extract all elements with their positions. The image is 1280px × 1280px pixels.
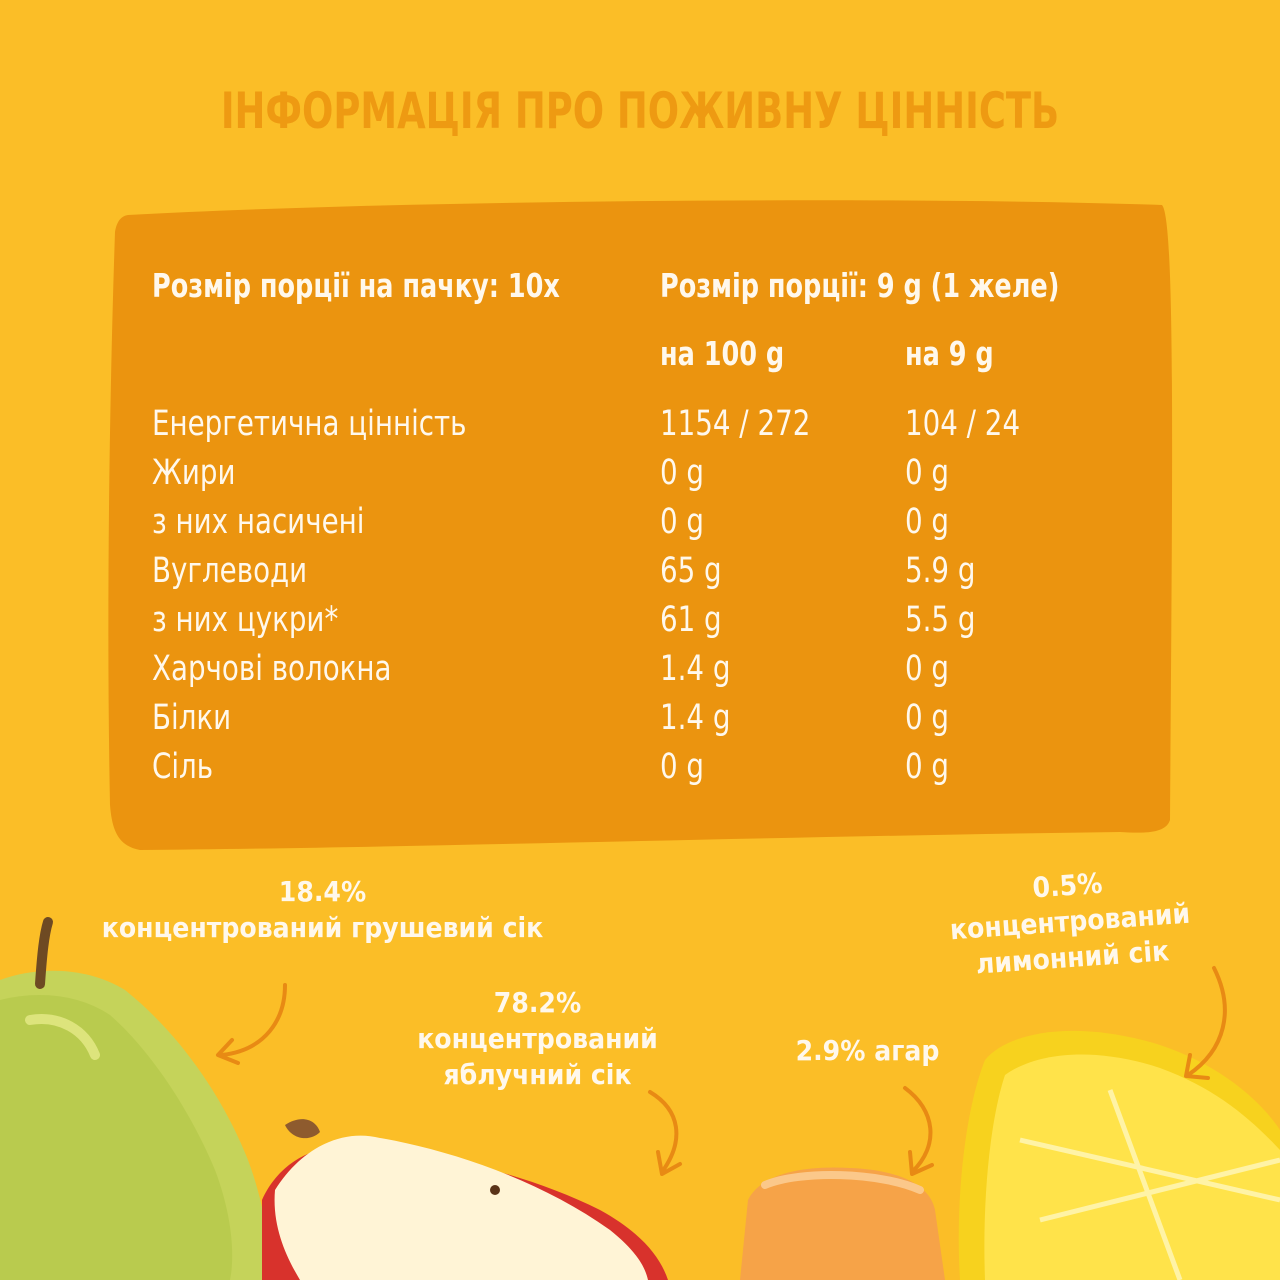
ingredient-percent: 18.4% xyxy=(278,875,367,908)
ingredient-name-line1: концентрований xyxy=(417,1022,658,1055)
nutrient-per-serving: 104 / 24 xyxy=(905,404,1021,444)
table-row: Сіль 0 g 0 g xyxy=(152,747,1152,796)
column-header-per-100g: на 100 g xyxy=(660,334,785,373)
column-header-per-serving: на 9 g xyxy=(905,334,994,373)
ingredient-agar-label: 2.9% агар xyxy=(785,1033,950,1069)
arrow-icon xyxy=(1184,1053,1210,1080)
arrow-icon xyxy=(216,1038,240,1065)
servings-per-pack: Розмір порції на пачку: 10x xyxy=(152,266,560,305)
nutrient-per-100g: 1.4 g xyxy=(660,698,731,738)
nutrient-name: Енергетична цінність xyxy=(152,404,467,444)
nutrient-name: Сіль xyxy=(152,747,214,787)
pear-icon xyxy=(0,917,267,1280)
nutrient-name: Білки xyxy=(152,698,232,738)
page-title: ІНФОРМАЦІЯ ПРО ПОЖИВНУ ЦІННІСТЬ xyxy=(220,82,1060,140)
nutrient-per-100g: 65 g xyxy=(660,551,722,591)
nutrient-name: з них цукри* xyxy=(152,600,339,640)
nutrient-per-100g: 1154 / 272 xyxy=(660,404,811,444)
nutrient-per-100g: 1.4 g xyxy=(660,649,731,689)
nutrient-per-serving: 0 g xyxy=(905,649,950,689)
ingredient-name: 2.9% агар xyxy=(795,1034,940,1067)
nutrient-per-serving: 0 g xyxy=(905,747,950,787)
arrow-icon xyxy=(903,1086,933,1174)
ingredient-percent: 78.2% xyxy=(493,986,582,1019)
nutrient-name: Харчові волокна xyxy=(152,649,392,689)
nutrient-name: з них насичені xyxy=(152,502,365,542)
nutrient-name: Жири xyxy=(152,453,236,493)
apple-icon xyxy=(262,1119,668,1280)
table-row: з них цукри* 61 g 5.5 g xyxy=(152,600,1152,649)
table-row: Жири 0 g 0 g xyxy=(152,453,1152,502)
nutrient-per-serving: 0 g xyxy=(905,453,950,493)
arrow-icon xyxy=(908,1150,934,1176)
arrow-icon xyxy=(656,1150,682,1176)
arrow-icon xyxy=(220,983,287,1057)
nutrient-per-serving: 5.5 g xyxy=(905,600,976,640)
ingredient-pear-label: 18.4% концентрований грушевий сік xyxy=(90,874,555,946)
table-row: Харчові волокна 1.4 g 0 g xyxy=(152,649,1152,698)
nutrient-per-serving: 0 g xyxy=(905,502,950,542)
nutrient-per-100g: 0 g xyxy=(660,502,705,542)
ingredient-name-line2: яблучний сік xyxy=(443,1058,632,1091)
nutrient-name: Вуглеводи xyxy=(152,551,308,591)
nutrient-per-100g: 0 g xyxy=(660,747,705,787)
nutrient-per-serving: 0 g xyxy=(905,698,950,738)
nutrient-per-100g: 61 g xyxy=(660,600,722,640)
lemon-icon xyxy=(958,1030,1280,1280)
arrow-icon xyxy=(1186,966,1227,1077)
ingredient-lemon-label: 0.5% концентрований лимонний сік xyxy=(937,859,1204,985)
table-row: Білки 1.4 g 0 g xyxy=(152,698,1152,747)
table-row: з них насичені 0 g 0 g xyxy=(152,502,1152,551)
arrow-icon xyxy=(648,1090,679,1174)
table-row: Вуглеводи 65 g 5.9 g xyxy=(152,551,1152,600)
table-row: Енергетична цінність 1154 / 272 104 / 24 xyxy=(152,404,1152,453)
jelly-icon xyxy=(740,1167,945,1280)
nutrient-per-serving: 5.9 g xyxy=(905,551,976,591)
nutrient-per-100g: 0 g xyxy=(660,453,705,493)
ingredient-apple-label: 78.2% концентрований яблучний сік xyxy=(405,985,670,1093)
ingredient-name: концентрований грушевий сік xyxy=(101,911,544,944)
serving-size: Розмір порції: 9 g (1 желе) xyxy=(660,266,1060,305)
